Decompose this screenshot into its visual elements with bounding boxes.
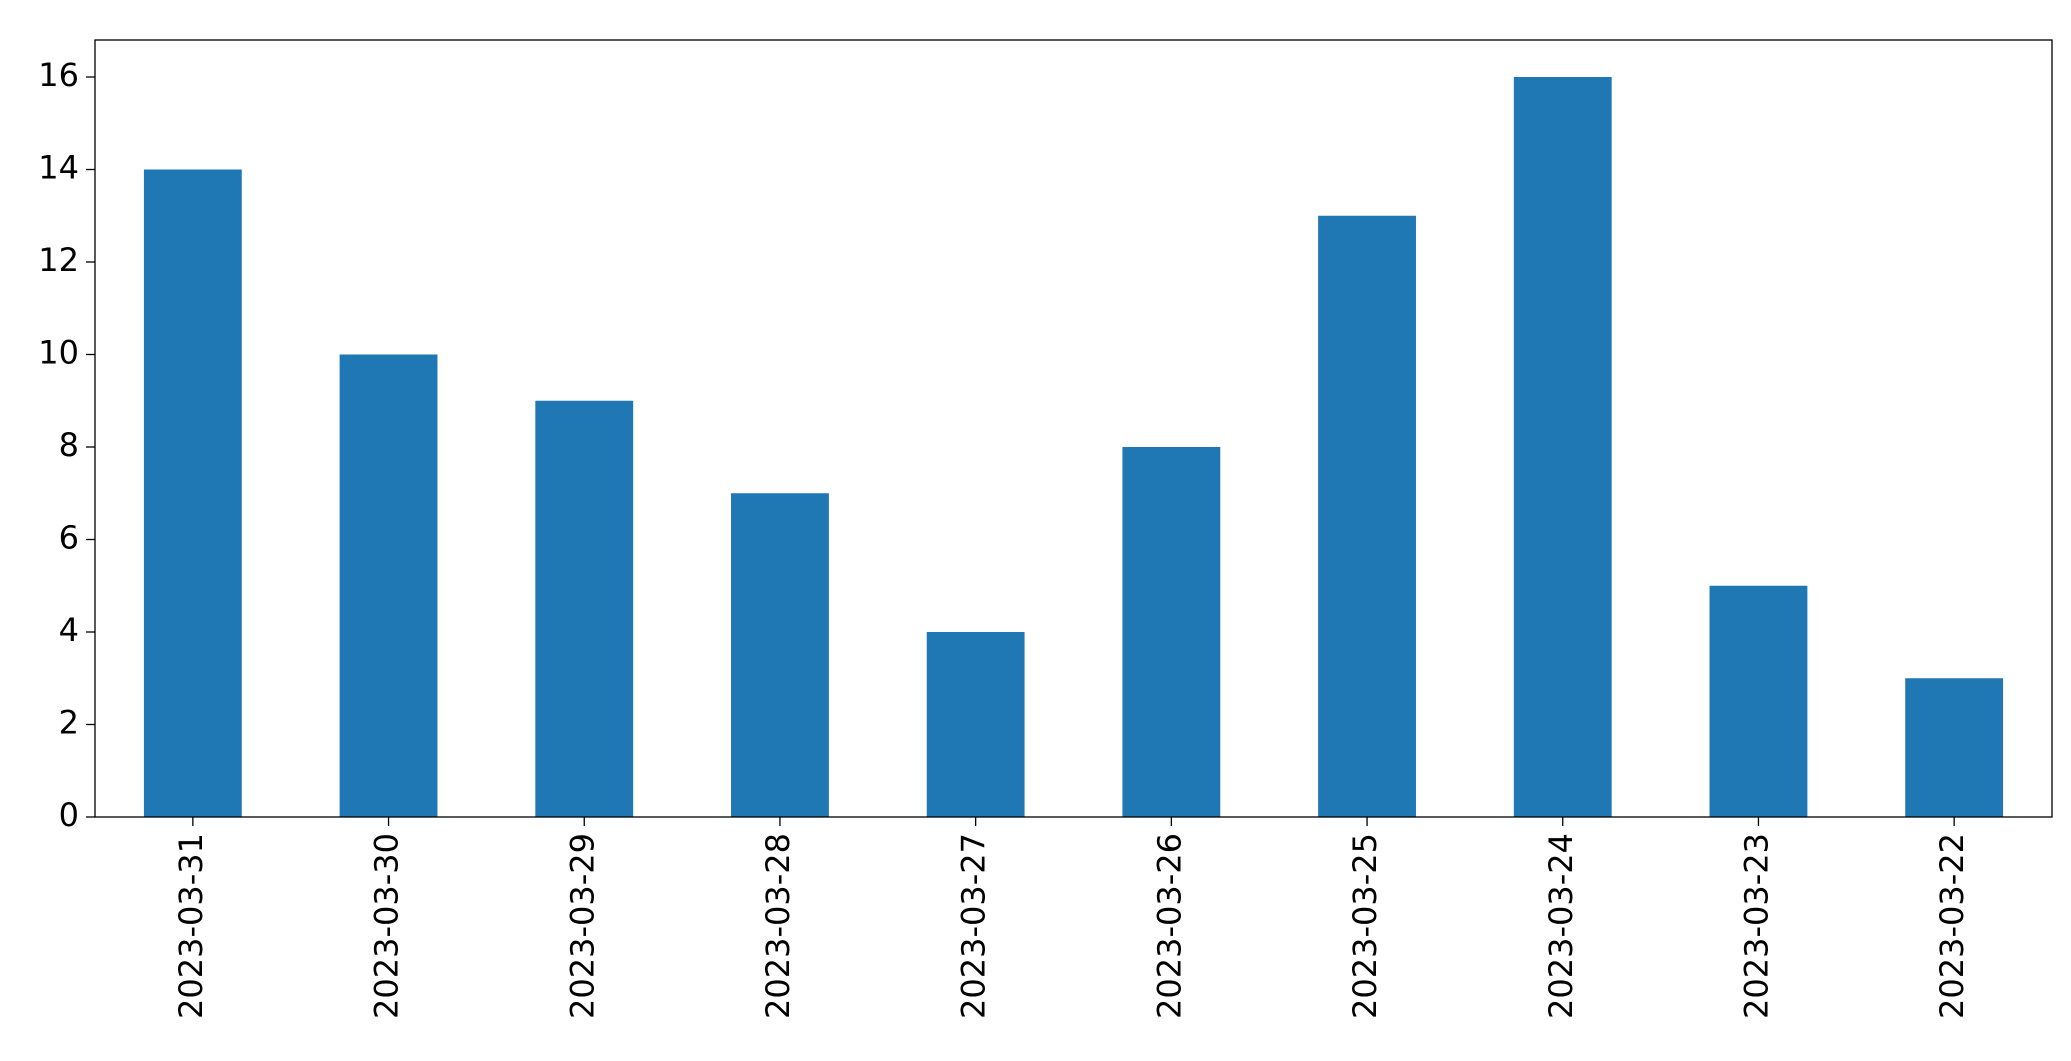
x-tick-label: 2023-03-26 — [1150, 833, 1188, 1019]
y-tick-label: 14 — [38, 149, 79, 187]
bar — [1709, 585, 1808, 817]
y-tick-label: 10 — [38, 334, 79, 372]
bar — [1513, 77, 1612, 817]
y-tick-label: 8 — [59, 426, 79, 464]
bar — [1122, 447, 1221, 817]
x-tick-label: 2023-03-29 — [563, 833, 601, 1019]
bar — [535, 400, 634, 817]
y-tick-label: 16 — [38, 56, 79, 94]
x-tick-label: 2023-03-30 — [368, 833, 406, 1019]
x-tick-label: 2023-03-24 — [1542, 833, 1580, 1019]
bar — [731, 493, 829, 817]
plot-frame — [94, 39, 2053, 818]
bar — [1318, 215, 1416, 817]
y-tick-label: 4 — [59, 611, 79, 649]
bar — [143, 169, 242, 817]
bar — [1905, 678, 2004, 817]
x-tick-label: 2023-03-23 — [1737, 833, 1775, 1019]
y-tick-label: 0 — [59, 796, 79, 834]
y-tick-label: 6 — [59, 519, 79, 557]
x-tick-label: 2023-03-25 — [1346, 833, 1384, 1019]
y-tick-label: 12 — [38, 241, 79, 279]
y-tick-label: 2 — [59, 704, 79, 742]
x-tick-label: 2023-03-28 — [759, 833, 797, 1019]
bar — [926, 632, 1025, 817]
x-tick-label: 2023-03-27 — [955, 833, 993, 1019]
x-tick-label: 2023-03-31 — [172, 833, 210, 1019]
x-tick-label: 2023-03-22 — [1933, 833, 1971, 1019]
bar — [339, 354, 438, 817]
